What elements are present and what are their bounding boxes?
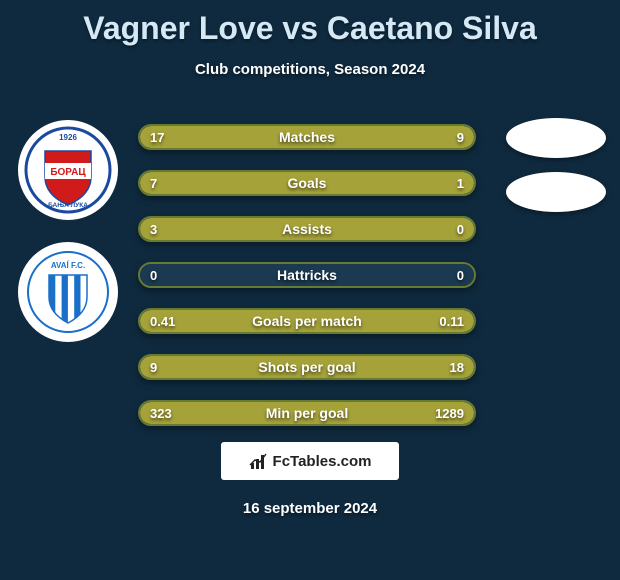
stat-row: 0.410.11Goals per match [138, 308, 476, 334]
borac-crest-icon: 1926 БОРАЦ БАЊА ЛУКА [23, 125, 113, 215]
stat-row: 3231289Min per goal [138, 400, 476, 426]
stat-row: 00Hattricks [138, 262, 476, 288]
comparison-bars: 179Matches 71Goals 30Assists 00Hattricks 0.4… [138, 124, 476, 446]
stat-label: Shots per goal [140, 356, 474, 378]
club-logo-1: 1926 БОРАЦ БАЊА ЛУКА [18, 120, 118, 220]
brand-text: FcTables.com [273, 453, 372, 470]
page-subtitle: Club competitions, Season 2024 [0, 61, 620, 78]
avai-crest-icon: AVAÍ F.C. [23, 247, 113, 337]
ellipse-placeholder-2 [506, 172, 606, 212]
stat-row: 179Matches [138, 124, 476, 150]
svg-text:1926: 1926 [59, 133, 77, 142]
page-title: Vagner Love vs Caetano Silva [0, 0, 620, 47]
club-logo-2: AVAÍ F.C. [18, 242, 118, 342]
stat-row: 30Assists [138, 216, 476, 242]
svg-text:AVAÍ F.C.: AVAÍ F.C. [51, 261, 85, 270]
stat-label: Min per goal [140, 402, 474, 424]
svg-text:БАЊА ЛУКА: БАЊА ЛУКА [48, 202, 88, 209]
chart-bars-icon [249, 451, 269, 471]
stat-row: 71Goals [138, 170, 476, 196]
club-logos-column: 1926 БОРАЦ БАЊА ЛУКА AVAÍ F.C. [18, 120, 118, 364]
svg-text:БОРАЦ: БОРАЦ [50, 167, 86, 178]
stat-row: 918Shots per goal [138, 354, 476, 380]
right-ellipses [506, 118, 606, 226]
date-line: 16 september 2024 [0, 500, 620, 517]
stat-label: Goals [140, 172, 474, 194]
fctables-brand: FcTables.com [221, 442, 399, 480]
stat-label: Matches [140, 126, 474, 148]
stat-label: Hattricks [140, 264, 474, 286]
stat-label: Assists [140, 218, 474, 240]
stat-label: Goals per match [140, 310, 474, 332]
ellipse-placeholder-1 [506, 118, 606, 158]
